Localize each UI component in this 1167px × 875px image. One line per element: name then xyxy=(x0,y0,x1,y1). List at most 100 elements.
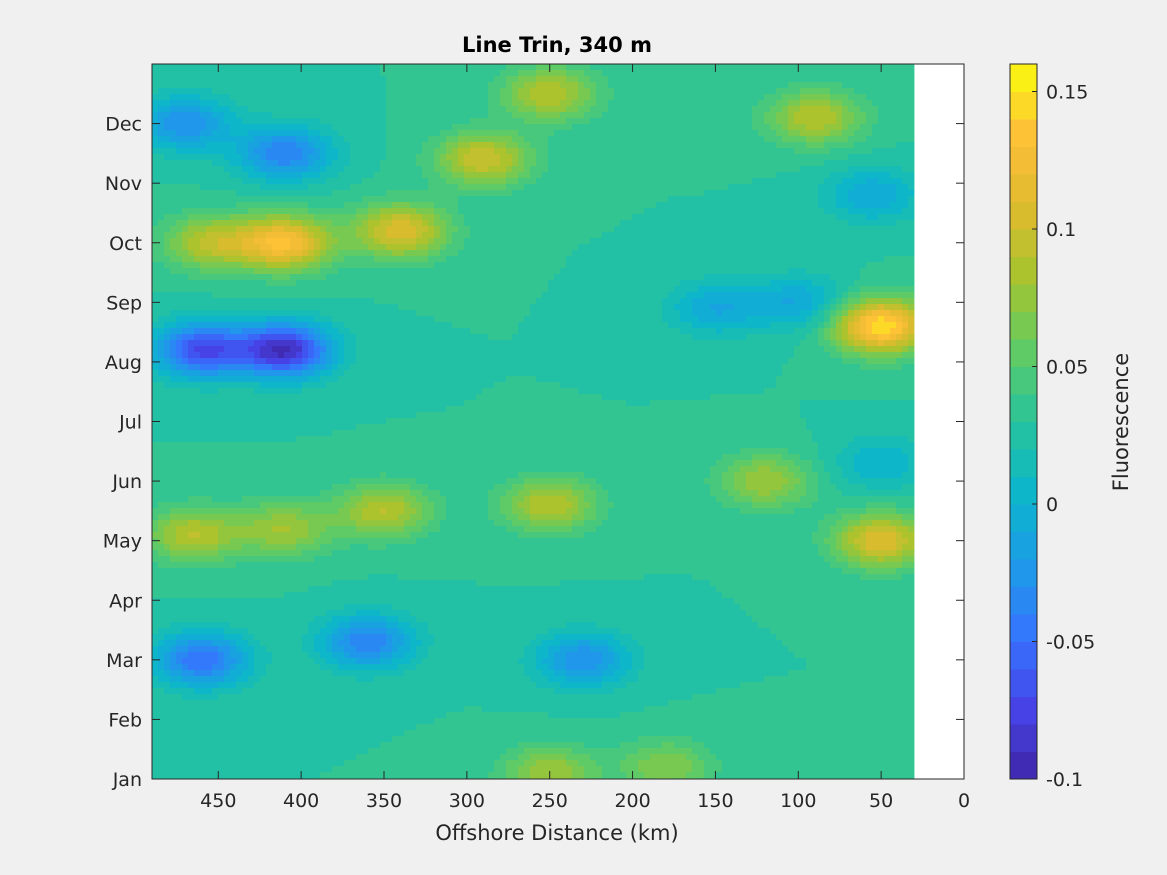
contour-cell xyxy=(662,64,669,71)
contour-cell xyxy=(752,262,759,269)
contour-cell xyxy=(902,232,909,239)
contour-cell xyxy=(176,262,183,269)
contour-cell xyxy=(734,202,741,209)
contour-cell xyxy=(716,118,723,125)
contour-cell xyxy=(356,232,363,239)
contour-cell xyxy=(266,148,273,155)
contour-cell xyxy=(548,214,555,221)
contour-cell xyxy=(464,202,471,209)
contour-cell xyxy=(806,94,813,101)
contour-cell xyxy=(746,154,753,161)
contour-cell xyxy=(674,154,681,161)
contour-cell xyxy=(380,166,387,173)
contour-cell xyxy=(476,262,483,269)
contour-cell xyxy=(902,136,909,143)
contour-cell xyxy=(218,256,225,263)
contour-cell xyxy=(434,130,441,137)
contour-cell xyxy=(506,82,513,89)
contour-cell xyxy=(506,274,513,281)
contour-cell xyxy=(824,172,831,179)
contour-cell xyxy=(698,130,705,137)
contour-cell xyxy=(716,94,723,101)
contour-cell xyxy=(758,172,765,179)
contour-cell xyxy=(164,142,171,149)
contour-cell xyxy=(656,208,663,215)
contour-cell xyxy=(236,166,243,173)
contour-cell xyxy=(536,286,543,293)
contour-cell xyxy=(692,76,699,83)
contour-cell xyxy=(860,106,867,113)
contour-cell xyxy=(464,172,471,179)
contour-cell xyxy=(338,154,345,161)
contour-cell xyxy=(896,142,903,149)
contour-cell xyxy=(572,280,579,287)
contour-cell xyxy=(272,292,279,299)
contour-cell xyxy=(584,124,591,131)
contour-cell xyxy=(338,286,345,293)
contour-cell xyxy=(740,286,747,293)
contour-cell xyxy=(728,268,735,275)
contour-cell xyxy=(728,280,735,287)
contour-cell xyxy=(716,106,723,113)
contour-cell xyxy=(230,238,237,245)
contour-cell xyxy=(590,82,597,89)
contour-cell xyxy=(206,100,213,107)
contour-cell xyxy=(536,190,543,197)
contour-cell xyxy=(674,202,681,209)
contour-cell xyxy=(776,286,783,293)
contour-cell xyxy=(230,196,237,203)
contour-cell xyxy=(668,280,675,287)
contour-cell xyxy=(500,244,507,251)
contour-cell xyxy=(878,118,885,125)
contour-cell xyxy=(254,148,261,155)
contour-cell xyxy=(620,226,627,233)
contour-cell xyxy=(872,172,879,179)
contour-cell xyxy=(242,100,249,107)
contour-cell xyxy=(350,214,357,221)
contour-cell xyxy=(842,124,849,131)
contour-cell xyxy=(314,160,321,167)
contour-cell xyxy=(740,76,747,83)
contour-cell xyxy=(458,130,465,137)
contour-cell xyxy=(284,196,291,203)
contour-cell xyxy=(230,214,237,221)
contour-cell xyxy=(722,226,729,233)
contour-cell xyxy=(242,238,249,245)
contour-cell xyxy=(164,196,171,203)
contour-cell xyxy=(908,160,915,167)
contour-cell xyxy=(614,268,621,275)
contour-cell xyxy=(536,226,543,233)
contour-cell xyxy=(782,214,789,221)
contour-cell xyxy=(416,154,423,161)
contour-cell xyxy=(152,76,159,83)
contour-cell xyxy=(290,262,297,269)
contour-cell xyxy=(638,190,645,197)
contour-cell xyxy=(284,226,291,233)
contour-cell xyxy=(464,148,471,155)
contour-cell xyxy=(560,262,567,269)
contour-cell xyxy=(854,100,861,107)
contour-cell xyxy=(212,280,219,287)
contour-cell xyxy=(518,292,525,299)
contour-cell xyxy=(668,70,675,77)
contour-cell xyxy=(506,262,513,269)
contour-cell xyxy=(212,88,219,95)
contour-cell xyxy=(536,208,543,215)
contour-cell xyxy=(902,268,909,275)
contour-cell xyxy=(314,208,321,215)
contour-cell xyxy=(620,262,627,269)
contour-cell xyxy=(416,106,423,113)
contour-cell xyxy=(776,166,783,173)
contour-cell xyxy=(554,238,561,245)
contour-cell xyxy=(410,184,417,191)
contour-cell xyxy=(218,154,225,161)
contour-cell xyxy=(464,154,471,161)
contour-cell xyxy=(158,196,165,203)
contour-cell xyxy=(764,106,771,113)
contour-cell xyxy=(230,292,237,299)
contour-cell xyxy=(254,178,261,185)
contour-cell xyxy=(236,172,243,179)
contour-cell xyxy=(326,76,333,83)
contour-cell xyxy=(338,166,345,173)
contour-cell xyxy=(554,100,561,107)
